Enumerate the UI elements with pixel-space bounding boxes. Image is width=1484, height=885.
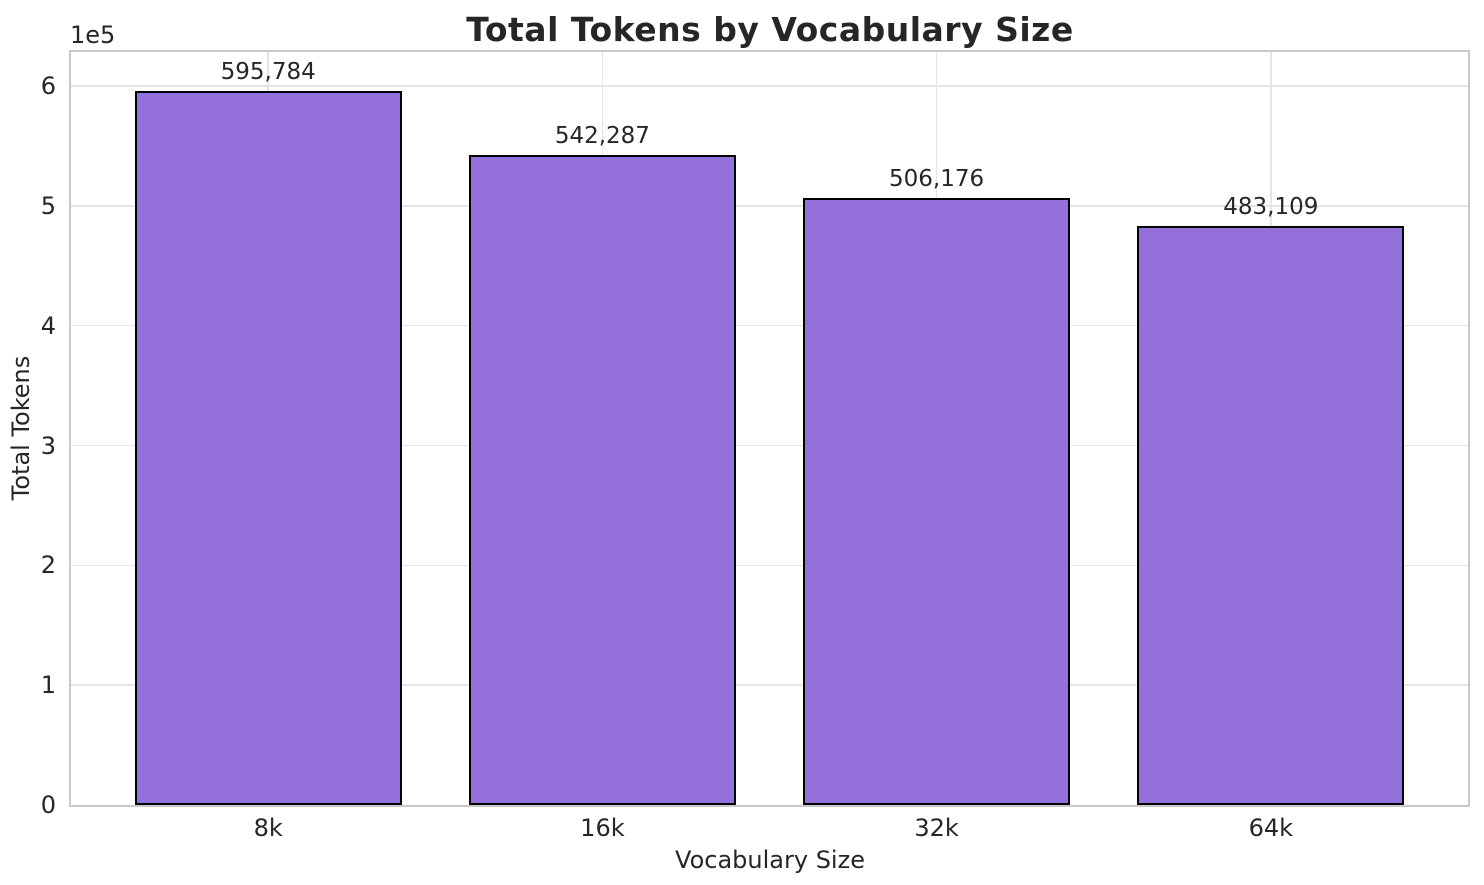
- y-tick-label: 0: [40, 791, 56, 819]
- y-tick-label: 2: [40, 551, 56, 580]
- y-gridline: [71, 324, 1468, 327]
- y-gridline: [71, 85, 1468, 87]
- chart-title: Total Tokens by Vocabulary Size: [466, 10, 1074, 49]
- bar-64k: [1137, 226, 1405, 805]
- y-axis-label: Total Tokens: [7, 355, 35, 501]
- y-tick-label: 3: [40, 431, 56, 460]
- bar-value-label: 506,176: [889, 166, 985, 193]
- x-tick-label: 64k: [1248, 814, 1294, 842]
- y-tick-label: 6: [40, 72, 56, 101]
- bar-8k: [134, 91, 402, 805]
- y-axis-scale-offset-label: 1e5: [70, 21, 116, 49]
- x-tick-label: 8k: [253, 814, 283, 842]
- bar-value-label: 595,784: [220, 59, 316, 86]
- x-tick-label: 32k: [914, 814, 959, 842]
- plot-area: [69, 50, 1470, 807]
- y-gridline: [71, 564, 1468, 567]
- y-gridline: [71, 205, 1468, 207]
- x-axis-label: Vocabulary Size: [675, 846, 865, 874]
- bar-16k: [468, 155, 737, 805]
- y-tick-label: 4: [40, 311, 56, 340]
- y-gridline: [71, 444, 1468, 447]
- y-tick-label: 1: [40, 671, 56, 700]
- bar-value-label: 542,287: [554, 123, 650, 150]
- y-gridline: [71, 684, 1468, 686]
- bar-value-label: 483,109: [1223, 194, 1319, 221]
- x-tick-label: 16k: [580, 814, 625, 842]
- bar-32k: [802, 198, 1071, 805]
- y-tick-label: 5: [40, 191, 56, 220]
